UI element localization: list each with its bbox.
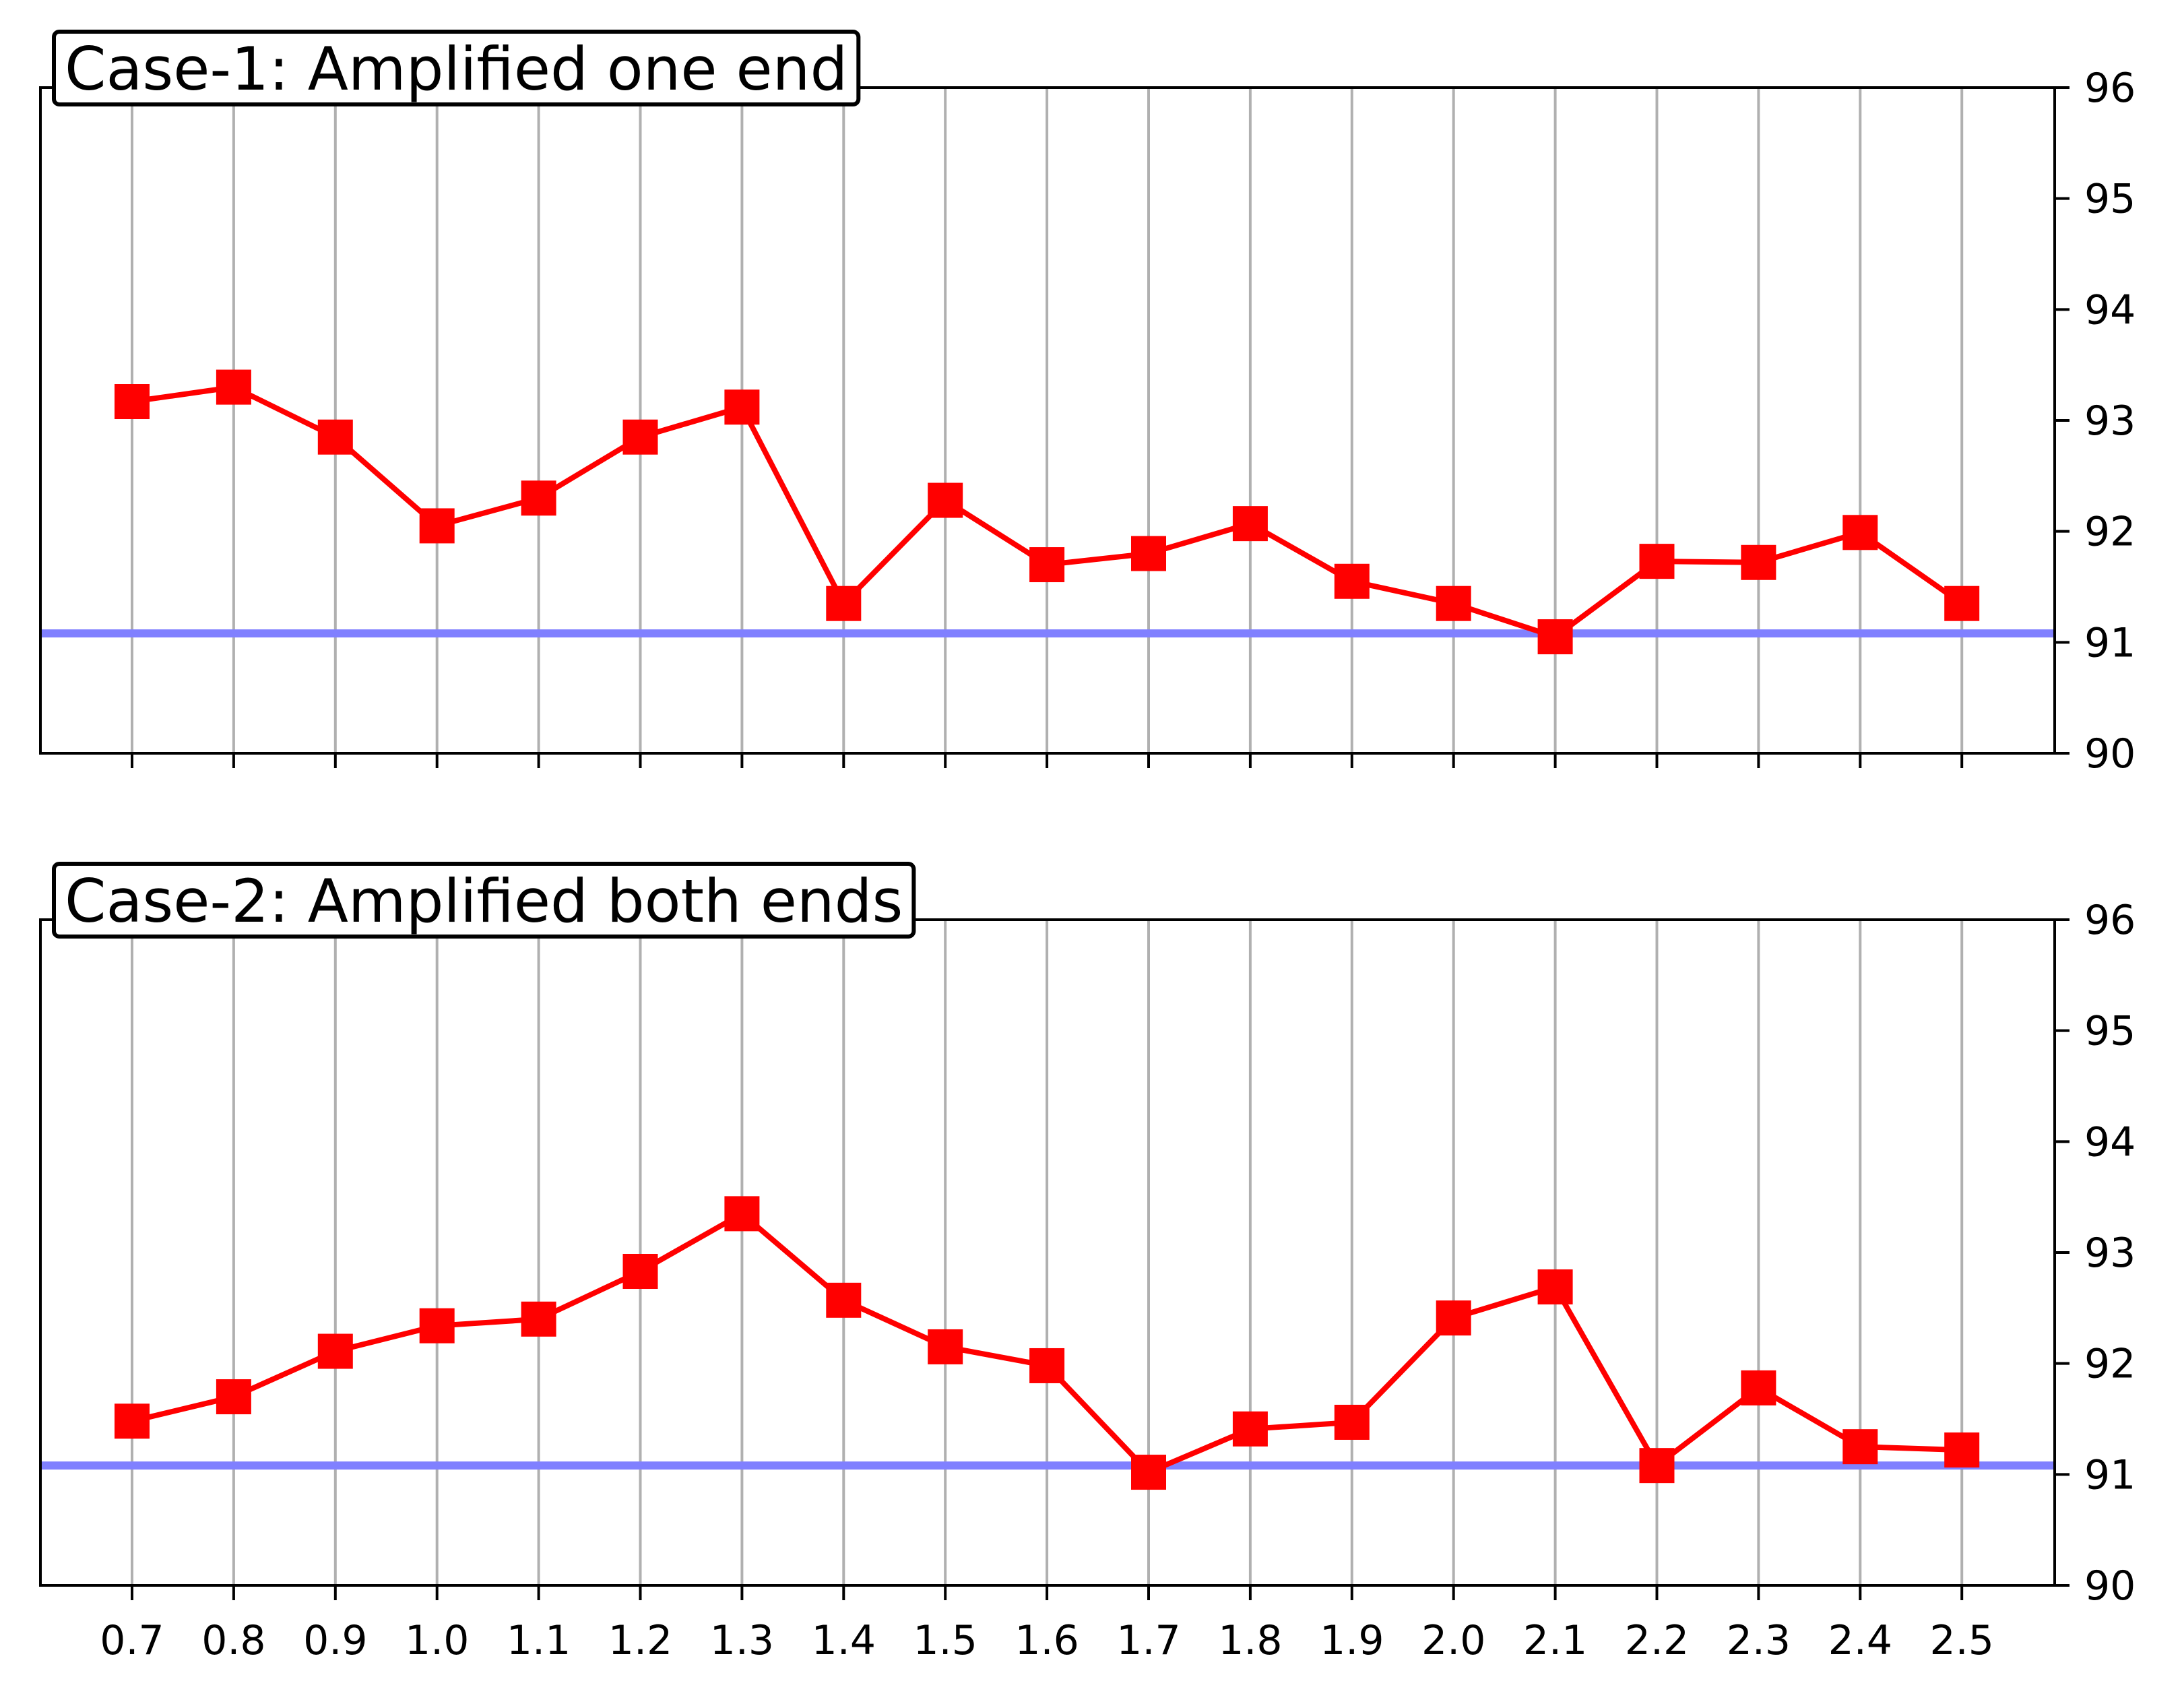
- data-point: [1842, 1429, 1878, 1465]
- panel-title-frame: [52, 862, 916, 939]
- x-tick-label: 1.0: [405, 1617, 469, 1664]
- data-point: [521, 480, 556, 516]
- y-tick-label: 96: [2084, 65, 2136, 112]
- x-tick-label: 1.2: [608, 1617, 672, 1664]
- data-point: [1741, 1370, 1776, 1405]
- data-point: [1639, 1448, 1675, 1484]
- data-point: [1436, 586, 1471, 621]
- data-point: [419, 508, 455, 544]
- data-point: [1131, 536, 1166, 571]
- y-tick-label: 90: [2084, 730, 2136, 778]
- x-tick-label: 2.1: [1523, 1617, 1587, 1664]
- data-point: [622, 1253, 658, 1289]
- data-point: [826, 1282, 862, 1318]
- data-point: [1232, 506, 1268, 542]
- data-point: [826, 586, 862, 621]
- y-tick-label: 94: [2084, 286, 2136, 334]
- y-tick-label: 92: [2084, 509, 2136, 556]
- data-point: [622, 419, 658, 455]
- panel-title: Case-1: Amplified one end: [65, 34, 847, 104]
- y-tick-label: 90: [2084, 1562, 2136, 1610]
- data-point: [216, 369, 251, 405]
- chart-panel-1: 90 91 92 93 94 95 96 Case-1: Amplified one end: [39, 30, 2136, 778]
- x-tick-label: 1.9: [1320, 1617, 1384, 1664]
- data-point: [1029, 1348, 1065, 1383]
- data-point: [928, 482, 963, 518]
- x-tick-label: 2.2: [1625, 1617, 1689, 1664]
- x-tick-label: 0.8: [201, 1617, 265, 1664]
- x-tick-label: 2.3: [1727, 1617, 1791, 1664]
- x-tick-label: 1.5: [913, 1617, 977, 1664]
- y-tick-label: 91: [2084, 619, 2136, 666]
- y-tick-label: 91: [2084, 1451, 2136, 1498]
- y-tick-label: 96: [2084, 897, 2136, 944]
- data-point: [317, 419, 353, 455]
- panel-title-box: Case-2: Amplified both ends: [52, 862, 916, 939]
- data-point: [1537, 1269, 1573, 1305]
- data-point: [928, 1329, 963, 1364]
- x-tick-label: 2.5: [1929, 1617, 1993, 1664]
- data-point: [1334, 563, 1370, 599]
- x-tick-label: 2.4: [1828, 1617, 1892, 1664]
- x-tick-label: 0.9: [303, 1617, 367, 1664]
- y-tick-label: 94: [2084, 1118, 2136, 1166]
- data-point: [1232, 1411, 1268, 1447]
- data-point: [1944, 586, 1980, 621]
- y-tick-label: 95: [2084, 176, 2136, 223]
- data-point: [1944, 1432, 1980, 1468]
- panel-title-frame: [52, 30, 861, 106]
- data-point: [1842, 515, 1878, 550]
- data-point: [1131, 1455, 1166, 1490]
- data-point: [216, 1379, 251, 1415]
- data-point: [1639, 544, 1675, 579]
- data-point: [1436, 1300, 1471, 1336]
- panel-title-box: Case-1: Amplified one end: [52, 30, 861, 106]
- data-point: [1334, 1404, 1370, 1440]
- data-point: [115, 1403, 150, 1439]
- data-point: [724, 389, 760, 425]
- x-tick-label: 2.0: [1421, 1617, 1485, 1664]
- y-tick-label: 95: [2084, 1008, 2136, 1055]
- x-tick-label: 1.1: [507, 1617, 571, 1664]
- data-point: [1537, 619, 1573, 655]
- y-tick-label: 93: [2084, 1230, 2136, 1277]
- x-tick-label: 1.6: [1015, 1617, 1079, 1664]
- y-tick-label: 93: [2084, 398, 2136, 445]
- data-point: [317, 1333, 353, 1369]
- x-tick-label: 1.4: [812, 1617, 876, 1664]
- data-point: [1029, 547, 1065, 583]
- x-tick-label: 1.7: [1116, 1617, 1180, 1664]
- chart-panel-2: 90 91 92 93 94 95 96 0.7 0.8 0.9 1.0 1.1 1.2 1.3 1.4 1.…: [39, 862, 2136, 1664]
- x-tick-label: 1.3: [710, 1617, 774, 1664]
- data-point: [115, 384, 150, 420]
- y-tick-label: 92: [2084, 1341, 2136, 1388]
- x-tick-label: 1.8: [1218, 1617, 1282, 1664]
- data-point: [724, 1196, 760, 1232]
- data-point: [521, 1301, 556, 1337]
- panel-title: Case-2: Amplified both ends: [65, 866, 903, 936]
- data-point: [419, 1308, 455, 1343]
- x-tick-label: 0.7: [100, 1617, 164, 1664]
- data-point: [1741, 544, 1776, 580]
